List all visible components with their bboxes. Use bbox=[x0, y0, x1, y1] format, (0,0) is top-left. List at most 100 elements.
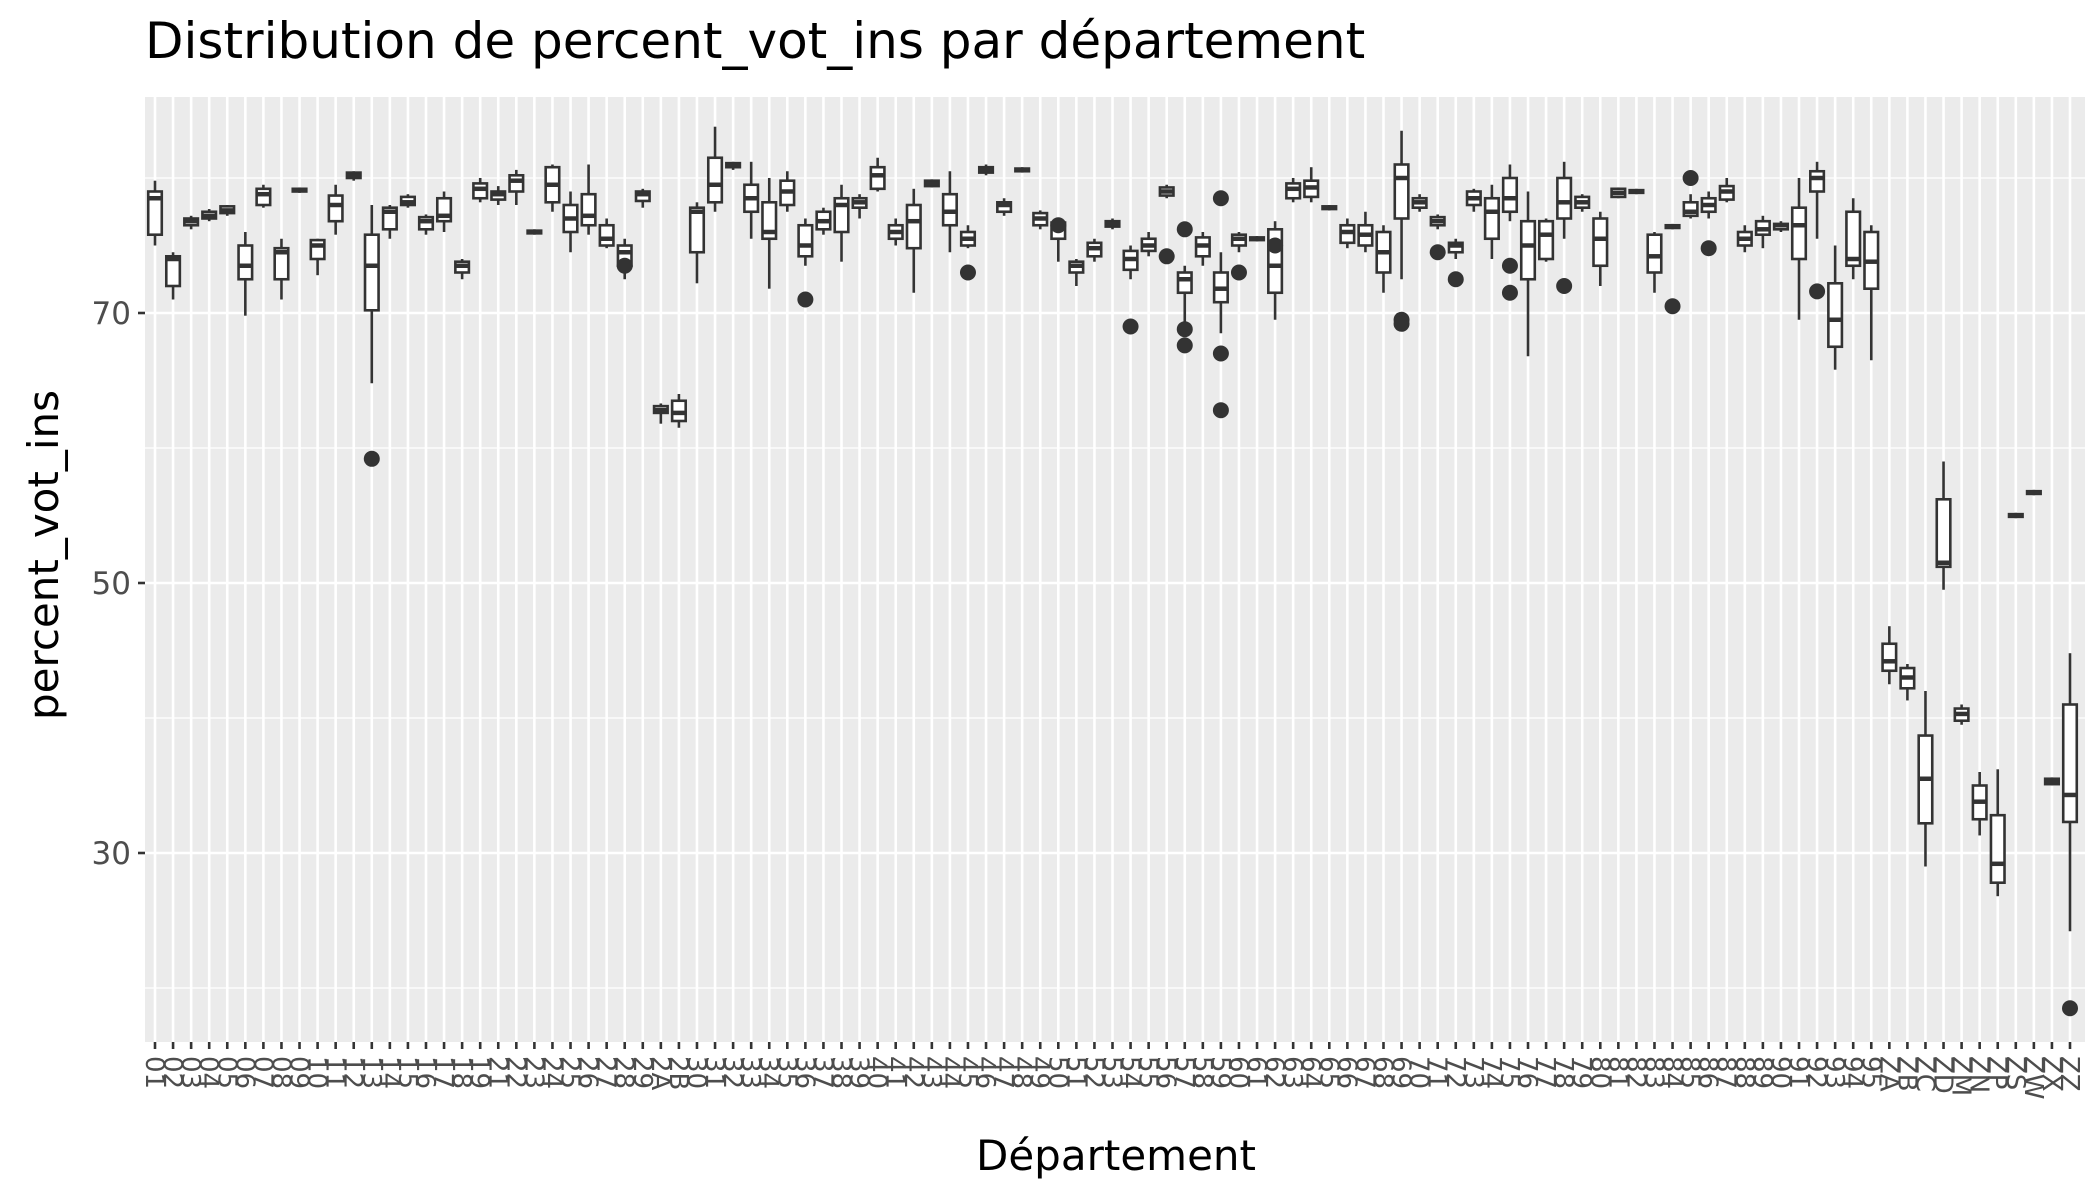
box-iqr bbox=[2061, 703, 2079, 824]
box-ZW bbox=[2025, 489, 2042, 496]
box-55 bbox=[1140, 232, 1157, 257]
box-90 bbox=[1772, 221, 1790, 232]
box-iqr bbox=[688, 206, 706, 254]
x-tick-label: 69 bbox=[1386, 1056, 1416, 1089]
outlier-point bbox=[1664, 298, 1681, 315]
box-ZC bbox=[1917, 691, 1934, 867]
box-57 bbox=[1176, 221, 1193, 354]
x-tick-label: 16 bbox=[410, 1056, 440, 1089]
box-85 bbox=[1682, 170, 1699, 219]
x-tick-label: 50 bbox=[1042, 1056, 1072, 1089]
x-tick-label: 70 bbox=[1404, 1056, 1434, 1089]
box-iqr bbox=[1592, 217, 1609, 268]
x-tick-label: 77 bbox=[1530, 1056, 1560, 1089]
x-tick-label: 88 bbox=[1729, 1056, 1759, 1089]
x-tick-label: 2B bbox=[663, 1056, 693, 1090]
outlier-point bbox=[363, 450, 380, 467]
outlier-point bbox=[1682, 170, 1699, 186]
box-15 bbox=[399, 194, 416, 208]
y-axis-title: percent_vot_ins bbox=[19, 390, 68, 720]
x-tick-label: 79 bbox=[1566, 1056, 1596, 1089]
x-tick-label: 67 bbox=[1349, 1056, 1379, 1089]
box-76 bbox=[1519, 191, 1537, 357]
outlier-point bbox=[1212, 345, 1229, 362]
box-11 bbox=[327, 184, 344, 235]
box-71 bbox=[1429, 214, 1446, 261]
box-ZS bbox=[2007, 512, 2024, 519]
x-tick-label: 45 bbox=[952, 1056, 982, 1089]
x-tick-label: 91 bbox=[1783, 1056, 1813, 1089]
box-24 bbox=[544, 164, 561, 212]
box-iqr bbox=[1646, 233, 1663, 274]
x-tick-label: 43 bbox=[916, 1056, 946, 1089]
box-51 bbox=[1068, 259, 1085, 286]
x-tick-label: 72 bbox=[1440, 1056, 1470, 1089]
x-tick-label: 28 bbox=[609, 1056, 639, 1089]
x-tick-label: 12 bbox=[338, 1056, 368, 1089]
box-88 bbox=[1736, 225, 1753, 253]
box-14 bbox=[381, 205, 398, 239]
box-iqr bbox=[1519, 219, 1537, 281]
x-tick-label: 87 bbox=[1711, 1056, 1741, 1089]
box-iqr bbox=[508, 174, 525, 193]
y-tick-label: 70 bbox=[92, 296, 131, 332]
x-tick-label: 93 bbox=[1819, 1056, 1849, 1089]
box-iqr bbox=[797, 223, 814, 258]
x-tick-label: 24 bbox=[536, 1056, 566, 1089]
box-87 bbox=[1718, 178, 1735, 203]
x-tick-label: 31 bbox=[699, 1056, 729, 1089]
x-tick-label: 63 bbox=[1277, 1056, 1307, 1089]
x-tick-label: 37 bbox=[807, 1056, 837, 1089]
box-92 bbox=[1809, 161, 1826, 300]
box-iqr bbox=[580, 192, 597, 227]
x-tick-label: 59 bbox=[1205, 1056, 1235, 1089]
box-95 bbox=[1863, 225, 1880, 361]
box-77 bbox=[1538, 218, 1555, 262]
outlier-point bbox=[616, 257, 633, 274]
outlier-point bbox=[1230, 264, 1247, 281]
box-82 bbox=[1628, 188, 1645, 195]
box-32 bbox=[725, 161, 742, 170]
box-75 bbox=[1501, 164, 1519, 301]
box-91 bbox=[1790, 178, 1808, 320]
x-tick-label: 73 bbox=[1458, 1056, 1488, 1089]
box-37 bbox=[815, 207, 832, 235]
x-tick-label: 39 bbox=[844, 1056, 874, 1089]
box-12 bbox=[345, 171, 362, 181]
box-59 bbox=[1212, 190, 1229, 419]
x-tick-label: 62 bbox=[1259, 1056, 1289, 1089]
box-ZB bbox=[1899, 664, 1916, 701]
x-tick-label: 38 bbox=[826, 1056, 856, 1089]
box-iqr bbox=[1501, 176, 1519, 214]
box-33 bbox=[743, 161, 760, 239]
box-40 bbox=[869, 157, 886, 192]
x-tick-label: ZZ bbox=[2054, 1056, 2084, 1092]
box-27 bbox=[598, 218, 615, 249]
x-tick-label: ZP bbox=[1982, 1056, 2012, 1090]
x-tick-label: 55 bbox=[1133, 1056, 1163, 1089]
x-tick-label: 10 bbox=[302, 1056, 332, 1089]
box-48 bbox=[1014, 167, 1031, 173]
box-iqr bbox=[273, 246, 290, 281]
box-iqr bbox=[1393, 163, 1410, 220]
outlier-point bbox=[1556, 278, 1573, 294]
x-tick-label: 04 bbox=[193, 1056, 223, 1089]
box-iqr bbox=[1556, 176, 1573, 220]
box-ZP bbox=[1989, 769, 2006, 897]
x-tick-label: ZN bbox=[1964, 1056, 1994, 1093]
x-tick-label: 32 bbox=[717, 1056, 747, 1089]
box-62 bbox=[1267, 221, 1284, 320]
x-tick-label: 57 bbox=[1169, 1056, 1199, 1089]
box-08 bbox=[273, 238, 290, 300]
box-34 bbox=[761, 178, 778, 289]
x-tick-label: ZW bbox=[2018, 1056, 2048, 1100]
box-ZM bbox=[1953, 704, 1970, 725]
box-79 bbox=[1574, 194, 1591, 212]
box-70 bbox=[1411, 194, 1428, 212]
x-tick-label: 76 bbox=[1512, 1056, 1542, 1089]
x-tick-label: 15 bbox=[392, 1056, 422, 1089]
box-02 bbox=[164, 252, 182, 300]
x-tick-label: 74 bbox=[1476, 1056, 1506, 1089]
box-iqr bbox=[1989, 813, 2006, 885]
x-tick-label: 27 bbox=[591, 1056, 621, 1089]
